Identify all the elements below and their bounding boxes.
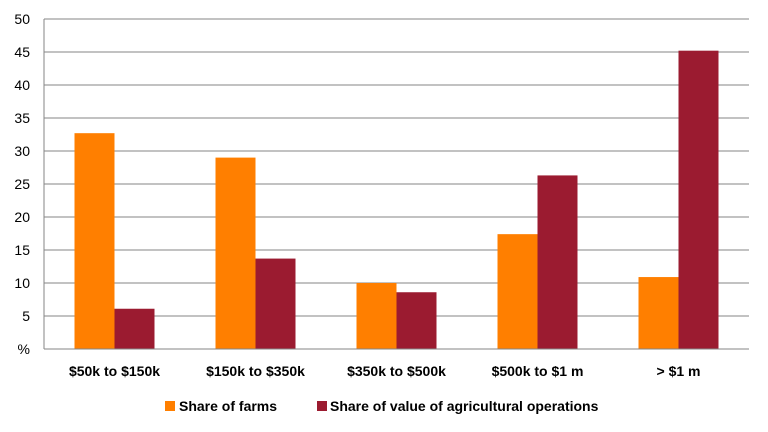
y-tick-label: 35	[14, 110, 30, 126]
y-tick-label: 25	[14, 176, 30, 192]
y-tick-label: 40	[14, 77, 30, 93]
y-tick-label: 20	[14, 209, 30, 225]
y-tick-label: 30	[14, 143, 30, 159]
y-tick-label: 5	[22, 308, 30, 324]
bar-share-of-value-1	[255, 258, 296, 349]
gridlines	[44, 18, 749, 317]
bar-share-of-value-4	[678, 50, 719, 350]
y-tick-label: 15	[14, 242, 30, 258]
legend-swatch	[165, 401, 175, 411]
x-axis: $50k to $150k $150k to $350k $350k to $500…	[44, 348, 749, 379]
x-category-label: $350k to $500k	[347, 363, 446, 379]
bar-share-of-farms-1	[215, 157, 256, 349]
bars	[74, 50, 719, 350]
bar-share-of-value-0	[114, 308, 155, 349]
y-tick-label: 50	[14, 11, 30, 27]
legend-label: Share of value of agricultural operation…	[330, 398, 599, 414]
legend-label: Share of farms	[179, 398, 277, 414]
legend: Share of farms Share of value of agricult…	[165, 398, 599, 414]
bar-share-of-farms-3	[497, 234, 538, 349]
bar-share-of-value-2	[396, 292, 437, 349]
y-tick-label: 10	[14, 275, 30, 291]
x-category-label: > $1 m	[657, 363, 701, 379]
legend-swatch	[317, 401, 327, 411]
bar-share-of-farms-4	[638, 277, 679, 349]
bar-share-of-value-3	[537, 175, 578, 349]
bar-share-of-farms-0	[74, 133, 115, 349]
y-axis: % 5 10 15 20 25 30 35 40 45 50	[14, 11, 45, 357]
y-tick-label: %	[18, 341, 30, 357]
x-category-label: $50k to $150k	[69, 363, 160, 379]
x-category-label: $500k to $1 m	[492, 363, 584, 379]
x-category-label: $150k to $350k	[206, 363, 305, 379]
y-tick-label: 45	[14, 44, 30, 60]
bar-share-of-farms-2	[356, 283, 397, 349]
